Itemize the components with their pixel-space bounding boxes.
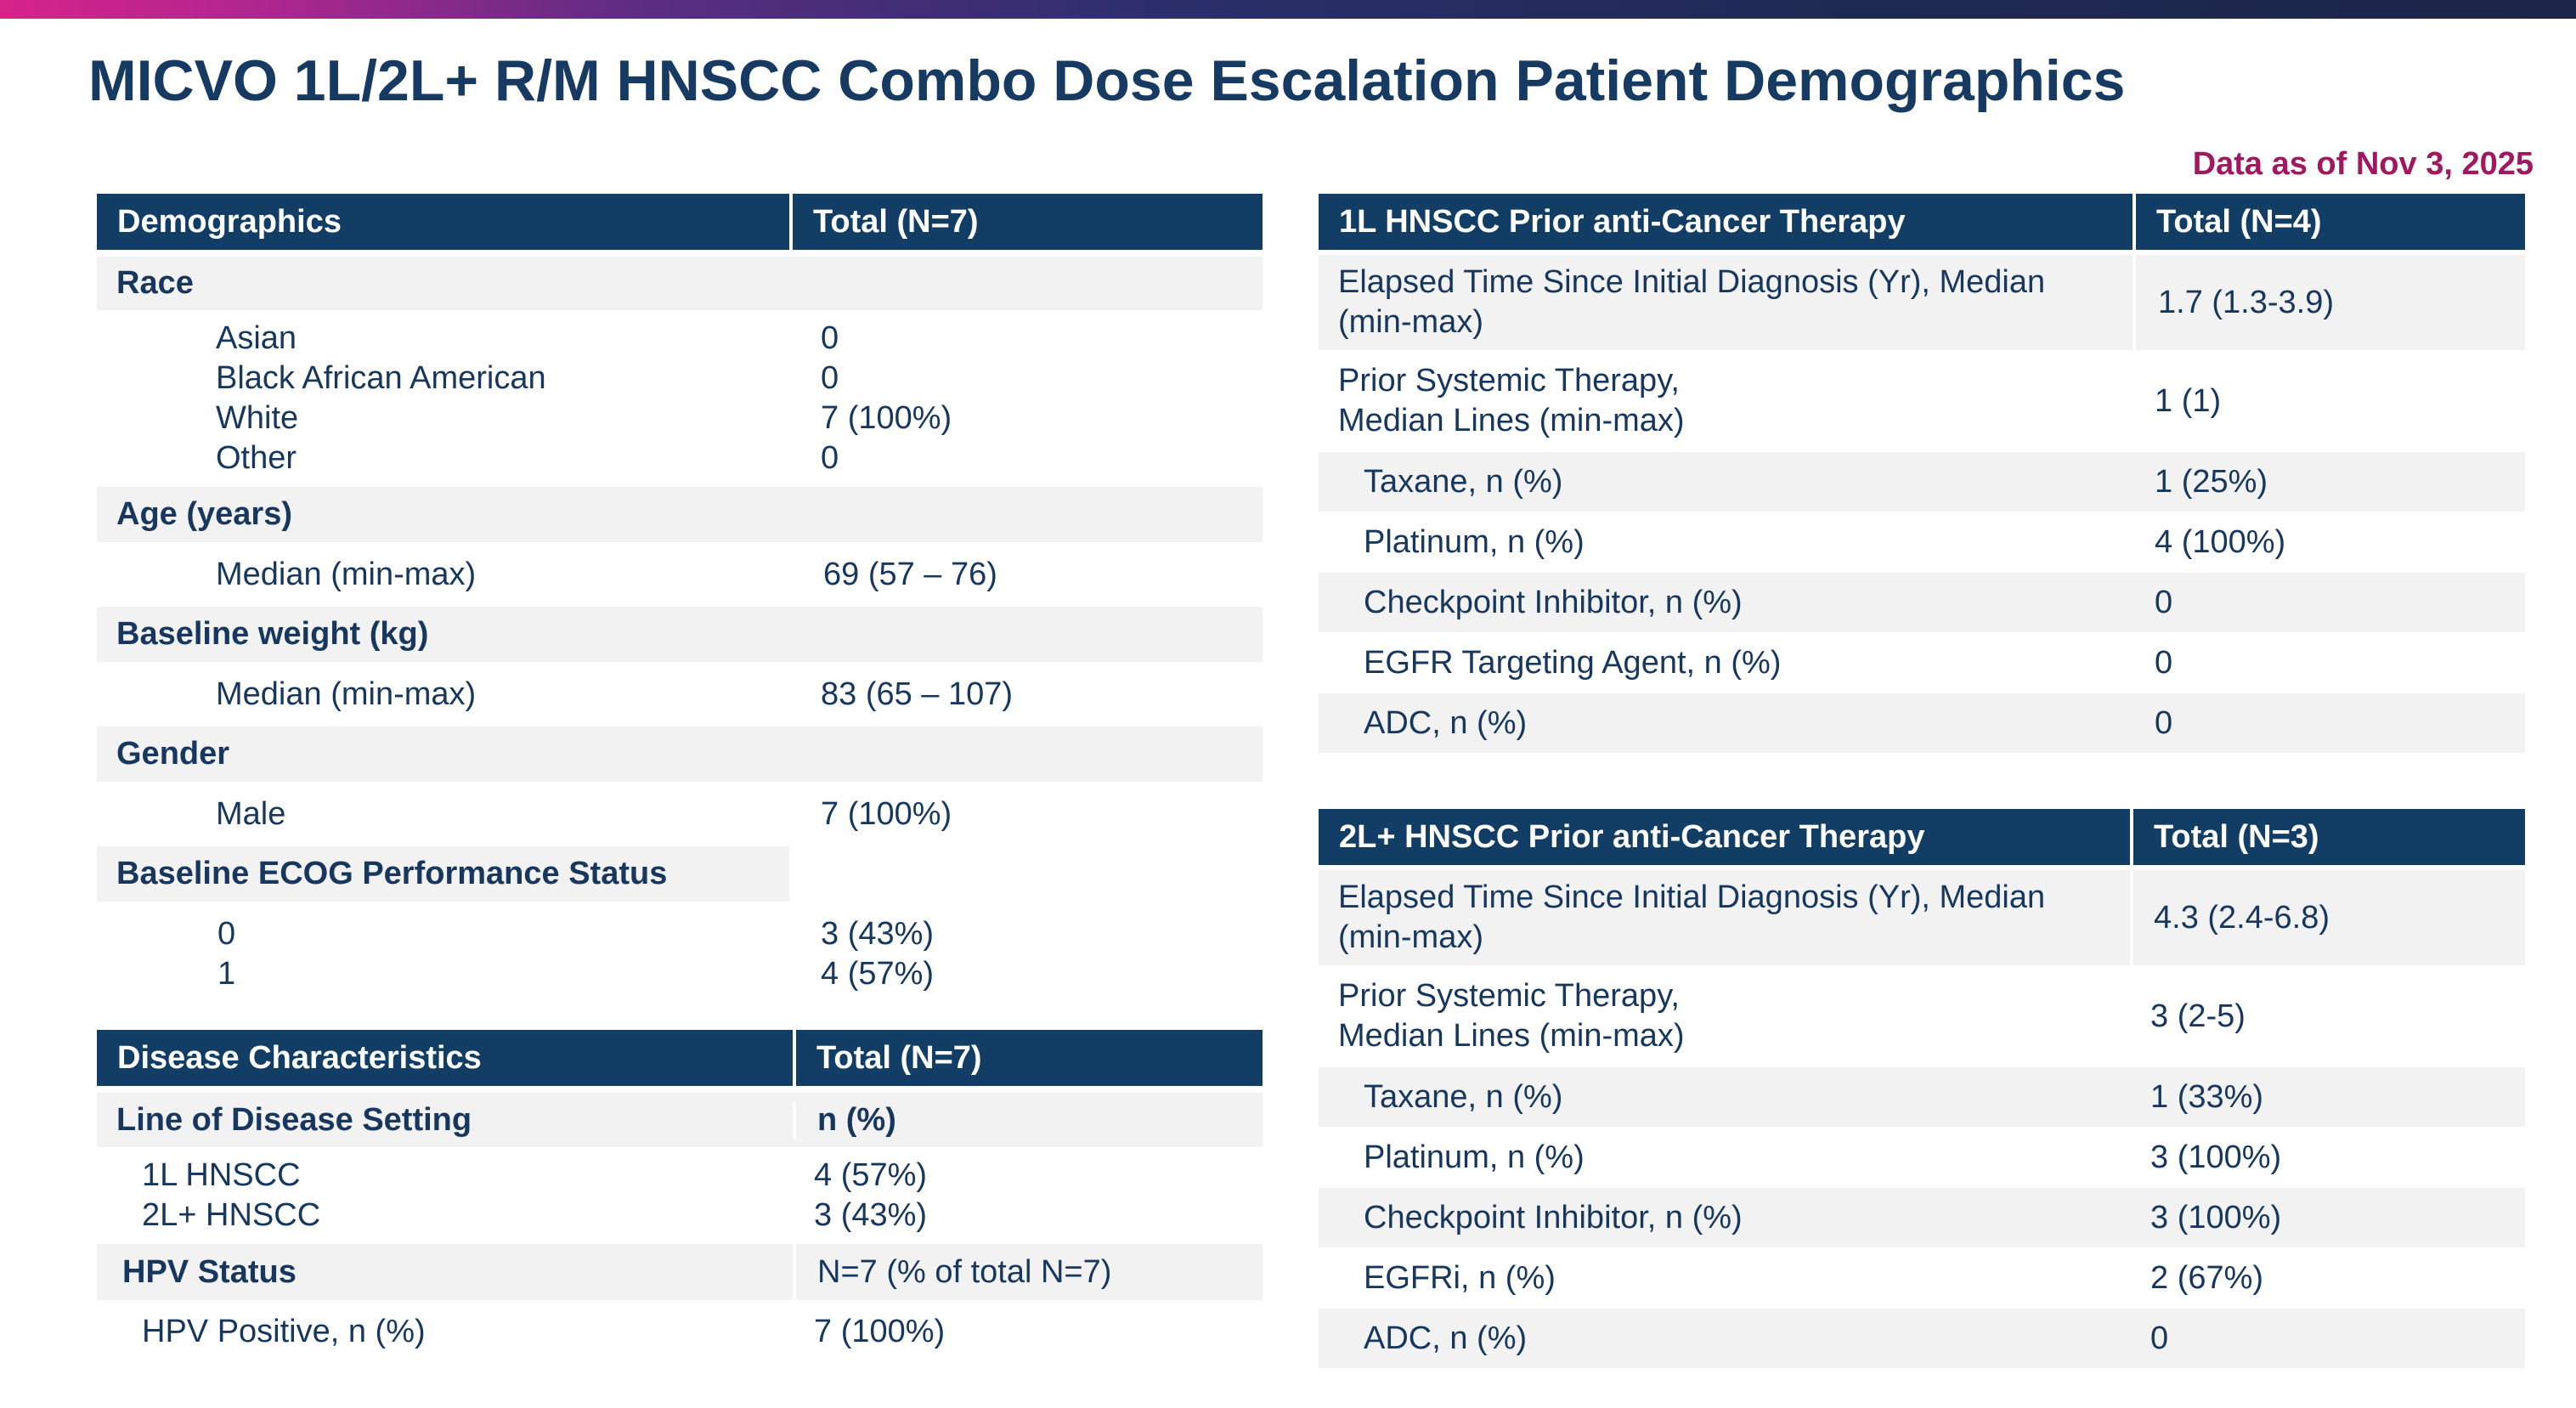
table-row: Platinum, n (%) 3 (100%) (1364, 1139, 2282, 1175)
list-item-value: 0 (821, 360, 839, 396)
prior-therapy-1l-table: 1L HNSCC Prior anti-Cancer Therapy Total… (1319, 194, 2525, 753)
table-row: Prior Systemic Therapy, Median Lines (mi… (1338, 363, 2222, 438)
table-row: Platinum, n (%) 4 (100%) (1364, 523, 2286, 560)
list-item: White (216, 400, 299, 436)
top-gradient-bar (0, 0, 2576, 19)
line-of-disease-section: Line of Disease Setting n (%) (97, 1086, 1263, 1147)
ecog-section-label: Baseline ECOG Performance Status (97, 846, 1263, 902)
list-item-value: 4 (57%) (814, 1157, 928, 1193)
disease-header-row: Disease Characteristics Total (N=7) (97, 1030, 1263, 1086)
table-row: ADC, n (%) 0 (1319, 693, 2525, 753)
table-row: EGFR Targeting Agent, n (%) 0 (1364, 644, 2173, 681)
demographics-header-row: Demographics Total (N=7) (97, 194, 1263, 250)
list-item-value: 3 (43%) (814, 1197, 928, 1233)
hpv-section-label: HPV Status N=7 (% of total N=7) (97, 1244, 1263, 1300)
prior-2l-header-total: Total (N=3) (2130, 809, 2525, 865)
demographics-header-label: Demographics (97, 194, 789, 250)
table-row: EGFRi, n (%) 2 (67%) (1364, 1259, 2264, 1296)
list-item: Black African American (216, 360, 546, 396)
table-row: Median (min-max) 83 (65 – 107) (216, 676, 1014, 712)
demographics-race-section: Race (97, 250, 1263, 310)
page-title: MICVO 1L/2L+ R/M HNSCC Combo Dose Escala… (88, 48, 2126, 113)
table-row: ADC, n (%) 0 (1319, 1309, 2525, 1368)
table-row: Checkpoint Inhibitor, n (%) 3 (100%) (1319, 1188, 2525, 1247)
disease-header-total: Total (N=7) (793, 1030, 1263, 1086)
table-row: Elapsed Time Since Initial Diagnosis (Yr… (1319, 870, 2525, 965)
list-item: 1L HNSCC (142, 1157, 301, 1193)
table-row: Median (min-max) 69 (57 – 76) (216, 556, 997, 592)
demographics-table: Demographics Total (N=7) Race Asian Blac… (97, 194, 1263, 994)
gender-section-label: Gender (97, 727, 1263, 782)
list-item: 0 (217, 916, 236, 952)
table-row: Male 7 (100%) (216, 795, 952, 832)
prior-1l-header-label: 1L HNSCC Prior anti-Cancer Therapy (1319, 194, 2133, 250)
list-item: 1 (217, 956, 236, 992)
list-item-value: 0 (821, 440, 839, 476)
list-item: Other (216, 440, 297, 476)
data-as-of-label: Data as of Nov 3, 2025 (2192, 146, 2534, 182)
table-row: Prior Systemic Therapy, Median Lines (mi… (1338, 978, 2246, 1054)
age-section-label: Age (years) (97, 487, 1263, 542)
list-item-value: 0 (821, 320, 839, 356)
prior-1l-header-total: Total (N=4) (2133, 194, 2525, 250)
disease-characteristics-table: Disease Characteristics Total (N=7) Line… (97, 1030, 1263, 1363)
list-item-value: 3 (43%) (821, 916, 935, 952)
list-item: 2L+ HNSCC (142, 1197, 321, 1233)
table-row: HPV Positive, n (%) 7 (100%) (142, 1313, 946, 1349)
line-of-disease-items: 1L HNSCC 2L+ HNSCC 4 (57%) 3 (43%) (97, 1147, 1263, 1244)
disease-header-label: Disease Characteristics (97, 1030, 793, 1086)
demographics-header-total: Total (N=7) (789, 194, 1263, 250)
table-row: Taxane, n (%) 1 (33%) (1319, 1067, 2525, 1127)
table-row: Taxane, n (%) 1 (25%) (1319, 452, 2525, 512)
ecog-items: 0 1 3 (43%) 4 (57%) (97, 902, 1263, 994)
race-section-label: Race (97, 257, 1263, 310)
race-items: Asian Black African American White Other… (97, 310, 1263, 487)
prior-2l-header-label: 2L+ HNSCC Prior anti-Cancer Therapy (1319, 809, 2130, 865)
prior-therapy-2l-table: 2L+ HNSCC Prior anti-Cancer Therapy Tota… (1319, 809, 2525, 1368)
list-item-value: 4 (57%) (821, 956, 935, 992)
list-item-value: 7 (100%) (821, 400, 952, 436)
table-row: Checkpoint Inhibitor, n (%) 0 (1319, 573, 2525, 632)
prior-2l-header-row: 2L+ HNSCC Prior anti-Cancer Therapy Tota… (1319, 809, 2525, 865)
prior-1l-header-row: 1L HNSCC Prior anti-Cancer Therapy Total… (1319, 194, 2525, 250)
weight-section-label: Baseline weight (kg) (97, 607, 1263, 662)
table-row: Elapsed Time Since Initial Diagnosis (Yr… (1319, 255, 2525, 350)
list-item: Asian (216, 320, 297, 356)
